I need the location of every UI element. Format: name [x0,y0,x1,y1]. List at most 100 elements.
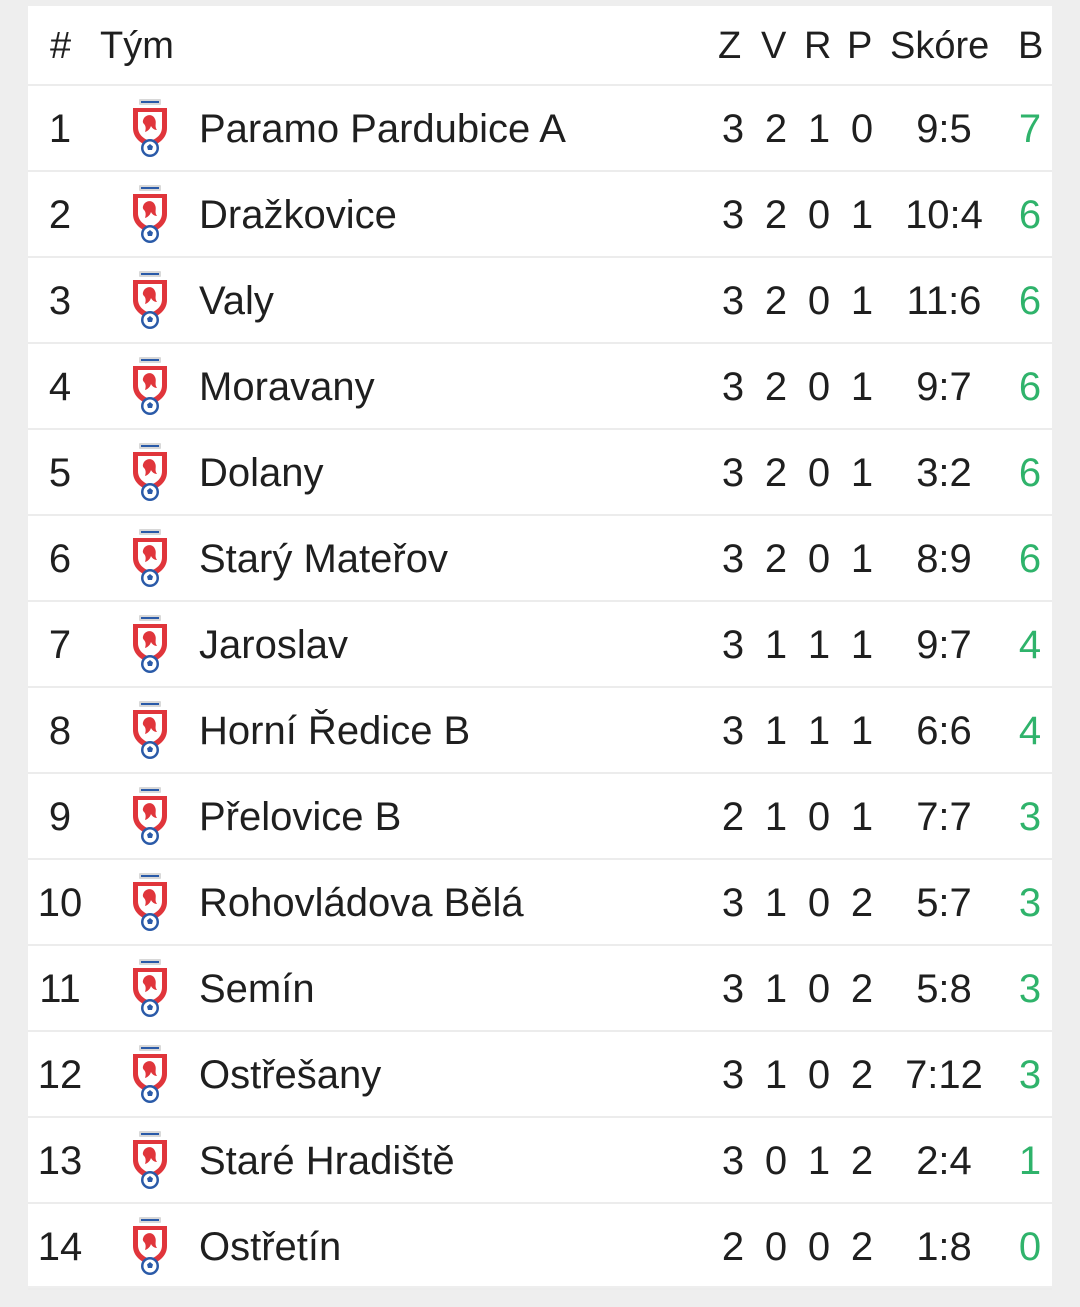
row-lost: 2 [850,967,874,1011]
row-played: 3 [721,1139,745,1183]
row-points: 3 [1018,1053,1042,1097]
row-score: 11:6 [906,279,982,323]
row-lost: 2 [850,1053,874,1097]
header-score: Skóre [890,25,990,67]
row-drawn: 0 [807,537,831,581]
row-won: 2 [764,365,788,409]
header-drawn: R [804,25,832,67]
table-row[interactable]: 2 Dražkovice 3 2 0 1 10:4 6 [28,172,1052,258]
table-row[interactable]: 8 Horní Ředice B 3 1 1 1 6:6 4 [28,688,1052,774]
facr-crest-icon [129,700,171,760]
row-lost: 0 [850,107,874,151]
table-row[interactable]: 4 Moravany 3 2 0 1 9:7 6 [28,344,1052,430]
table-row[interactable]: 9 Přelovice B 2 1 0 1 7:7 3 [28,774,1052,860]
row-lost: 1 [850,709,874,753]
row-won: 1 [764,1053,788,1097]
row-score: 5:7 [916,881,972,925]
row-score: 1:8 [916,1225,972,1269]
row-won: 1 [764,967,788,1011]
row-played: 3 [721,967,745,1011]
row-team-name: Jaroslav [199,623,348,667]
row-won: 1 [764,709,788,753]
table-body: 1 Paramo Pardubice A 3 2 1 0 9:5 7 2 [28,86,1052,1290]
row-rank: 9 [48,795,72,839]
facr-crest-icon [129,442,171,502]
row-won: 2 [764,537,788,581]
row-score: 7:12 [905,1053,983,1097]
row-team-name: Dolany [199,451,324,495]
table-row[interactable]: 10 Rohovládova Bělá 3 1 0 2 5:7 3 [28,860,1052,946]
table-row[interactable]: 13 Staré Hradiště 3 0 1 2 2:4 1 [28,1118,1052,1204]
row-rank: 5 [48,451,72,495]
row-team-name: Ostřešany [199,1053,382,1097]
row-drawn: 0 [807,193,831,237]
row-drawn: 0 [807,451,831,495]
row-won: 0 [764,1225,788,1269]
row-points: 0 [1018,1225,1042,1269]
facr-crest-icon [129,872,171,932]
row-score: 9:7 [916,623,972,667]
table-row[interactable]: 11 Semín 3 1 0 2 5:8 3 [28,946,1052,1032]
row-lost: 2 [850,1139,874,1183]
table-row[interactable]: 12 Ostřešany 3 1 0 2 7:12 3 [28,1032,1052,1118]
row-played: 2 [721,795,745,839]
table-row[interactable]: 14 Ostřetín 2 0 0 2 1:8 0 [28,1204,1052,1290]
row-score: 5:8 [916,967,972,1011]
row-points: 3 [1018,881,1042,925]
table-row[interactable]: 1 Paramo Pardubice A 3 2 1 0 9:5 7 [28,86,1052,172]
table-row[interactable]: 3 Valy 3 2 0 1 11:6 6 [28,258,1052,344]
row-rank: 11 [39,967,81,1011]
row-points: 6 [1018,279,1042,323]
row-points: 7 [1018,107,1042,151]
facr-crest-icon [129,614,171,674]
row-played: 3 [721,365,745,409]
row-played: 3 [721,537,745,581]
row-rank: 1 [48,107,72,151]
row-team-name: Valy [199,279,274,323]
row-score: 8:9 [916,537,972,581]
row-lost: 1 [850,279,874,323]
row-lost: 2 [850,881,874,925]
row-drawn: 1 [807,107,831,151]
row-lost: 1 [850,451,874,495]
row-played: 3 [721,451,745,495]
row-points: 1 [1018,1139,1042,1183]
row-score: 9:5 [916,107,972,151]
row-lost: 1 [850,537,874,581]
row-lost: 1 [850,623,874,667]
row-rank: 10 [37,881,83,925]
row-played: 3 [721,881,745,925]
facr-crest-icon [129,98,171,158]
table-row[interactable]: 5 Dolany 3 2 0 1 3:2 6 [28,430,1052,516]
row-rank: 6 [48,537,72,581]
row-played: 3 [721,623,745,667]
row-rank: 13 [37,1139,83,1183]
row-team-name: Moravany [199,365,375,409]
row-won: 1 [764,795,788,839]
row-won: 2 [764,451,788,495]
table-row[interactable]: 6 Starý Mateřov 3 2 0 1 8:9 6 [28,516,1052,602]
row-points: 6 [1018,365,1042,409]
row-team-name: Dražkovice [199,193,397,237]
row-team-name: Paramo Pardubice A [199,107,566,151]
table-row[interactable]: 7 Jaroslav 3 1 1 1 9:7 4 [28,602,1052,688]
row-points: 6 [1018,537,1042,581]
facr-crest-icon [129,270,171,330]
facr-crest-icon [129,1216,171,1276]
header-team: Tým [100,25,174,67]
row-team-name: Horní Ředice B [199,709,471,753]
header-points: B [1018,25,1044,67]
row-drawn: 1 [807,1139,831,1183]
row-won: 1 [764,623,788,667]
row-won: 1 [764,881,788,925]
facr-crest-icon [129,528,171,588]
row-team-name: Ostřetín [199,1225,342,1269]
header-won: V [761,25,787,67]
row-drawn: 1 [807,623,831,667]
row-score: 3:2 [916,451,972,495]
row-drawn: 0 [807,365,831,409]
row-played: 2 [721,1225,745,1269]
row-won: 0 [764,1139,788,1183]
row-won: 2 [764,193,788,237]
row-played: 3 [721,709,745,753]
